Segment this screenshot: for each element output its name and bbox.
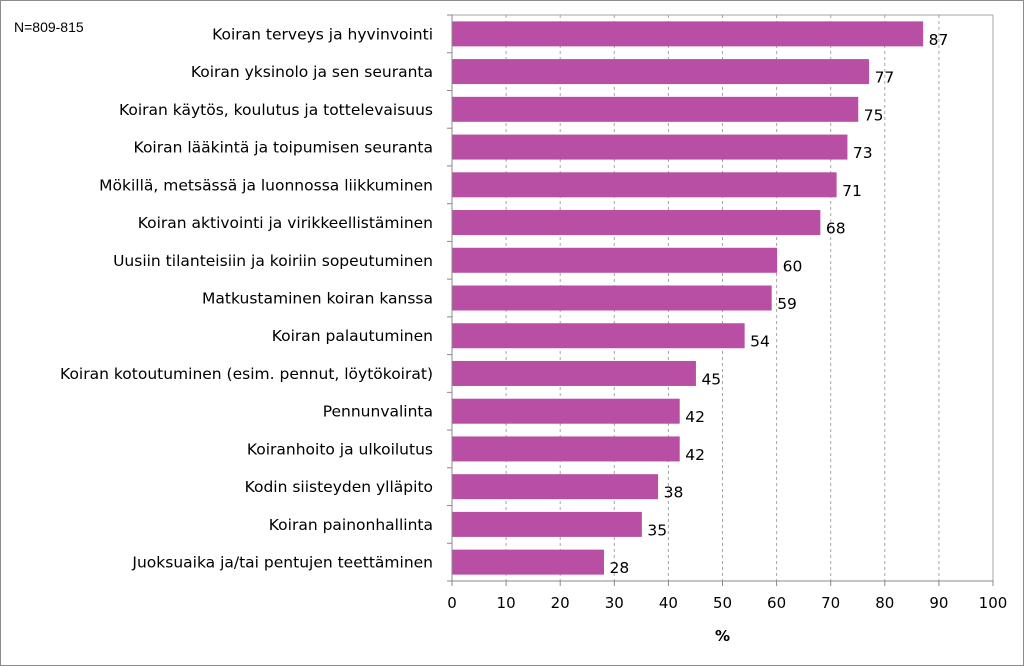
bar xyxy=(452,549,604,575)
x-tick-label: 20 xyxy=(551,594,570,612)
bar xyxy=(452,398,680,424)
x-tick-label: 70 xyxy=(821,594,840,612)
value-label: 45 xyxy=(701,370,721,388)
category-label: Koiran terveys ja hyvinvointi xyxy=(212,25,433,43)
bar xyxy=(452,474,659,500)
value-label: 42 xyxy=(685,408,705,426)
labels: Koiran terveys ja hyvinvointi 87 Koiran yk… xyxy=(60,25,948,577)
category-label: Koiran yksinolo ja sen seuranta xyxy=(191,63,433,81)
bar xyxy=(452,172,837,198)
bar xyxy=(452,59,870,85)
category-label: Koiran kotoutuminen (esim. pennut, löytö… xyxy=(60,365,433,383)
value-label: 73 xyxy=(853,144,873,162)
category-label: Juoksuaika ja/tai pentujen teettäminen xyxy=(131,554,433,572)
axes: 0 10 20 30 40 50 60 70 80 90 100 xyxy=(447,14,1008,612)
bar xyxy=(452,21,924,47)
bar xyxy=(452,323,745,349)
category-label: Koiran palautuminen xyxy=(272,327,433,345)
category-label: Matkustaminen koiran kanssa xyxy=(202,290,433,308)
x-tick-label: 10 xyxy=(497,594,516,612)
x-tick-label: 90 xyxy=(929,594,948,612)
bars xyxy=(452,21,924,575)
value-label: 59 xyxy=(777,295,797,313)
value-label: 77 xyxy=(875,69,895,87)
x-axis-label: % xyxy=(715,627,730,645)
bar xyxy=(452,247,778,273)
value-label: 54 xyxy=(750,333,770,351)
x-tick-label: 50 xyxy=(713,594,732,612)
bar xyxy=(452,436,680,462)
value-label: 28 xyxy=(609,559,629,577)
value-label: 75 xyxy=(864,106,884,124)
category-label: Kodin siisteyden ylläpito xyxy=(245,478,433,496)
category-label: Koiranhoito ja ulkoilutus xyxy=(247,440,433,458)
value-label: 35 xyxy=(647,521,667,539)
value-label: 68 xyxy=(826,220,846,238)
category-label: Mökillä, metsässä ja luonnossa liikkumin… xyxy=(99,176,433,194)
value-label: 71 xyxy=(842,182,862,200)
category-label: Koiran aktivointi ja virikkeellistäminen xyxy=(138,214,433,232)
category-label: Koiran käytös, koulutus ja tottelevaisuu… xyxy=(119,101,433,119)
value-label: 42 xyxy=(685,446,705,464)
x-tick-label: 0 xyxy=(447,594,457,612)
category-label: Pennunvalinta xyxy=(323,403,433,421)
category-label: Koiran painonhallinta xyxy=(269,516,433,534)
sample-size-note: N=809-815 xyxy=(14,19,84,35)
bar xyxy=(452,134,848,160)
x-tick-label: 60 xyxy=(767,594,786,612)
category-label: Koiran lääkintä ja toipumisen seuranta xyxy=(134,139,433,157)
x-tick-label: 30 xyxy=(605,594,624,612)
bar xyxy=(452,285,772,311)
x-tick-label: 40 xyxy=(659,594,678,612)
value-label: 60 xyxy=(783,257,803,275)
value-label: 87 xyxy=(929,31,949,49)
bar xyxy=(452,96,859,122)
bar xyxy=(452,360,696,386)
category-label: Uusiin tilanteisiin ja koiriin sopeutumi… xyxy=(113,252,433,270)
x-tick-label: 100 xyxy=(979,594,1008,612)
bar xyxy=(452,511,642,537)
value-label: 38 xyxy=(664,484,684,502)
x-tick-label: 80 xyxy=(875,594,894,612)
bar xyxy=(452,210,821,236)
